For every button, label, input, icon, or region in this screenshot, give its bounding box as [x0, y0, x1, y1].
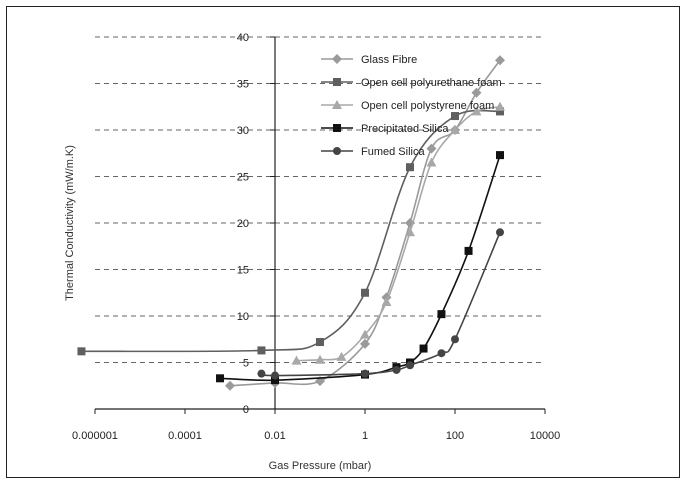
data-point: [225, 380, 235, 391]
data-point: [496, 151, 504, 160]
data-point: [392, 365, 401, 374]
data-point: [471, 87, 482, 98]
x-tick-label: 100: [446, 430, 464, 442]
data-point: [496, 107, 504, 116]
data-point: [271, 371, 279, 380]
legend-item: Fumed Silica: [321, 146, 425, 158]
series-line: [296, 105, 501, 362]
x-tick-label: 0.000001: [72, 430, 118, 442]
x-tick-label: 10000: [530, 430, 561, 442]
x-tick-label: 0.0001: [168, 430, 202, 442]
data-point: [495, 55, 505, 66]
legend-marker: [332, 54, 342, 64]
x-tick-label: 1: [362, 430, 368, 442]
series-fumed-silica: [257, 228, 504, 380]
data-point: [471, 106, 482, 116]
data-point: [381, 297, 392, 307]
data-point: [406, 163, 414, 172]
gridlines: [95, 36, 545, 363]
x-axis-title: Gas Pressure (mbar): [269, 460, 372, 472]
data-point: [360, 338, 370, 349]
series-line: [81, 109, 501, 353]
series-line: [229, 59, 501, 387]
legend-item: Open cell polyurethane foam: [321, 77, 502, 89]
series-open-cell-polyurethane-foam: [77, 107, 504, 356]
legend-label: Glass Fibre: [361, 54, 417, 66]
y-tick-label: 25: [237, 172, 249, 184]
y-axis-title: Thermal Conductivity (mW/m.K): [64, 145, 76, 301]
series-open-cell-polystyrene-foam: [291, 101, 505, 365]
data-point: [257, 369, 266, 378]
data-point: [450, 125, 460, 134]
legend-label: Fumed Silica: [361, 146, 425, 158]
data-point: [77, 347, 86, 356]
legend-label: Precipitated Silica: [361, 123, 449, 135]
ticks: 0.000001 0.0001 0.01 1 100 10000 0 5 10 15 20 25 30 3…: [72, 32, 560, 442]
legend: Glass Fibre Open cell polyurethane foam Op…: [321, 54, 502, 158]
legend-item: Precipitated Silica: [321, 123, 449, 135]
y-tick-label: 20: [237, 218, 249, 230]
y-tick-label: 5: [243, 358, 249, 370]
data-point: [405, 227, 415, 237]
y-tick-label: 30: [237, 125, 249, 137]
legend-marker: [333, 78, 341, 86]
y-tick-label: 15: [237, 265, 249, 277]
x-tick-label: 0.01: [264, 430, 285, 442]
data-point: [437, 310, 446, 319]
legend-marker: [332, 100, 342, 109]
data-point: [451, 335, 459, 344]
legend-item: Open cell polystyrene foam: [321, 100, 494, 112]
data-point: [464, 246, 473, 255]
data-point: [361, 288, 369, 297]
data-point: [495, 101, 505, 111]
data-point: [315, 354, 325, 364]
chart-frame: 0.000001 0.0001 0.01 1 100 10000 0 5 10 15 20 25 30 3…: [6, 6, 680, 478]
data-point: [216, 374, 225, 383]
legend-marker: [333, 147, 341, 155]
y-tick-label: 40: [237, 32, 249, 44]
data-point: [360, 329, 370, 339]
data-point: [419, 344, 428, 353]
data-point: [336, 351, 347, 361]
y-tick-label: 0: [243, 404, 249, 416]
data-point: [291, 355, 302, 365]
series: [77, 55, 505, 391]
y-tick-label: 10: [237, 311, 249, 323]
data-point: [271, 376, 279, 385]
data-point: [437, 349, 446, 358]
data-point: [496, 228, 504, 237]
data-point: [316, 338, 324, 347]
legend-marker: [333, 124, 341, 132]
data-point: [406, 361, 414, 370]
y-tick-label: 35: [237, 79, 249, 91]
data-point: [426, 143, 437, 154]
chart: 0.000001 0.0001 0.01 1 100 10000 0 5 10 15 20 25 30 3…: [64, 32, 560, 472]
data-point: [451, 112, 459, 121]
data-point: [361, 369, 369, 378]
data-point: [257, 346, 266, 355]
legend-item: Glass Fibre: [321, 54, 417, 66]
legend-label: Open cell polystyrene foam: [361, 100, 494, 112]
data-point: [426, 157, 437, 167]
legend-label: Open cell polyurethane foam: [361, 77, 502, 89]
